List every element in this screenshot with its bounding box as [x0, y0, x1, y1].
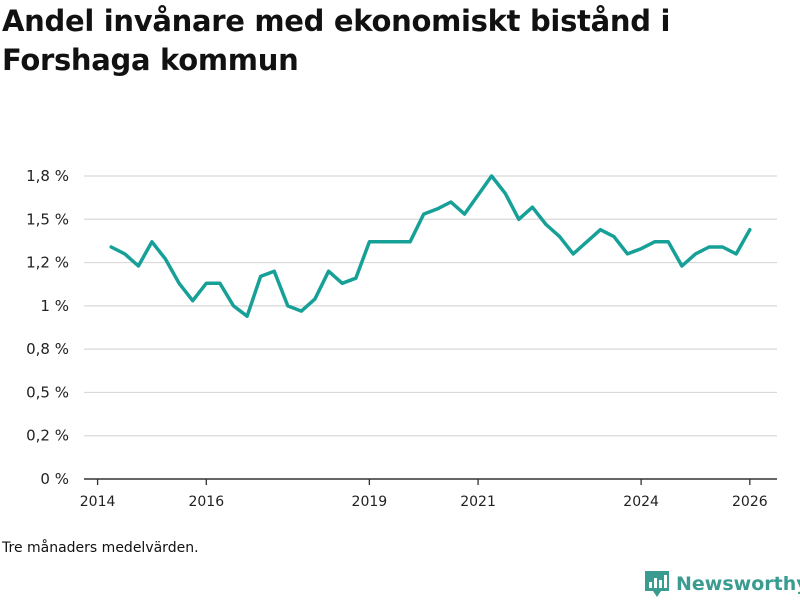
x-tick-label: 2021: [460, 494, 496, 510]
data-point[interactable]: [187, 295, 199, 307]
y-tick-label: 1,8 %: [26, 167, 69, 185]
data-point[interactable]: [377, 236, 389, 248]
data-point[interactable]: [268, 265, 280, 277]
data-point[interactable]: [227, 300, 239, 312]
y-axis-tick-labels: 0 % 0,2 % 0,5 % 0,8 % 1 % 1,2 % 1,5 % 1,8 %: [26, 167, 69, 488]
data-point[interactable]: [472, 189, 484, 201]
y-tick-label: 0 %: [40, 470, 69, 488]
data-point[interactable]: [499, 187, 511, 199]
x-tick-label: 2016: [188, 494, 224, 510]
data-point[interactable]: [295, 305, 307, 317]
data-point[interactable]: [458, 208, 470, 220]
data-point[interactable]: [173, 277, 185, 289]
data-point[interactable]: [431, 203, 443, 215]
series-line: [109, 174, 752, 318]
data-point[interactable]: [282, 300, 294, 312]
data-point[interactable]: [622, 248, 634, 260]
y-tick-label: 0,8 %: [26, 340, 69, 358]
brand-name: Newsworthy: [676, 573, 800, 595]
data-point[interactable]: [540, 218, 552, 230]
data-point[interactable]: [554, 231, 566, 243]
x-tick-label: 2024: [623, 494, 659, 510]
y-tick-label: 1,5 %: [26, 210, 69, 228]
data-point[interactable]: [635, 243, 647, 255]
data-point[interactable]: [662, 236, 674, 248]
y-tick-label: 1,2 %: [26, 254, 69, 272]
data-point[interactable]: [105, 241, 117, 253]
data-point[interactable]: [323, 265, 335, 277]
y-tick-label: 0,2 %: [26, 427, 69, 445]
y-tick-label: 0,5 %: [26, 383, 69, 401]
data-point[interactable]: [717, 241, 729, 253]
data-point[interactable]: [608, 231, 620, 243]
brand-logo[interactable]: Newsworthy: [644, 569, 800, 599]
data-point[interactable]: [214, 277, 226, 289]
data-point[interactable]: [730, 248, 742, 260]
data-series: [105, 170, 756, 322]
newsworthy-logo-icon: [645, 571, 669, 597]
data-point[interactable]: [703, 241, 715, 253]
data-point[interactable]: [581, 236, 593, 248]
data-point[interactable]: [676, 260, 688, 272]
data-point[interactable]: [404, 236, 416, 248]
chart-title: Andel invånare med ekonomiskt bistånd i …: [2, 4, 671, 77]
data-point[interactable]: [391, 236, 403, 248]
data-point[interactable]: [649, 236, 661, 248]
data-point[interactable]: [689, 248, 701, 260]
data-point[interactable]: [744, 224, 756, 236]
data-point[interactable]: [336, 277, 348, 289]
data-point[interactable]: [567, 248, 579, 260]
data-point[interactable]: [526, 201, 538, 213]
data-point[interactable]: [146, 236, 158, 248]
data-point[interactable]: [513, 213, 525, 225]
data-point[interactable]: [309, 293, 321, 305]
data-point[interactable]: [132, 260, 144, 272]
data-point[interactable]: [418, 208, 430, 220]
x-axis: 2014 2016 2019 2021 2024 2026: [80, 478, 777, 510]
y-tick-label: 1 %: [40, 297, 69, 315]
data-point[interactable]: [445, 196, 457, 208]
data-point[interactable]: [241, 310, 253, 322]
data-point[interactable]: [363, 236, 375, 248]
x-tick-label: 2019: [352, 494, 388, 510]
data-point[interactable]: [160, 253, 172, 265]
y-gridlines: [84, 175, 777, 437]
footnote: Tre månaders medelvärden.: [2, 540, 199, 556]
data-point[interactable]: [594, 224, 606, 236]
data-point[interactable]: [200, 277, 212, 289]
data-point[interactable]: [119, 248, 131, 260]
data-point[interactable]: [486, 170, 498, 182]
data-point[interactable]: [350, 272, 362, 284]
data-point[interactable]: [255, 270, 267, 282]
x-tick-label: 2014: [80, 494, 116, 510]
x-tick-label: 2026: [732, 494, 768, 510]
